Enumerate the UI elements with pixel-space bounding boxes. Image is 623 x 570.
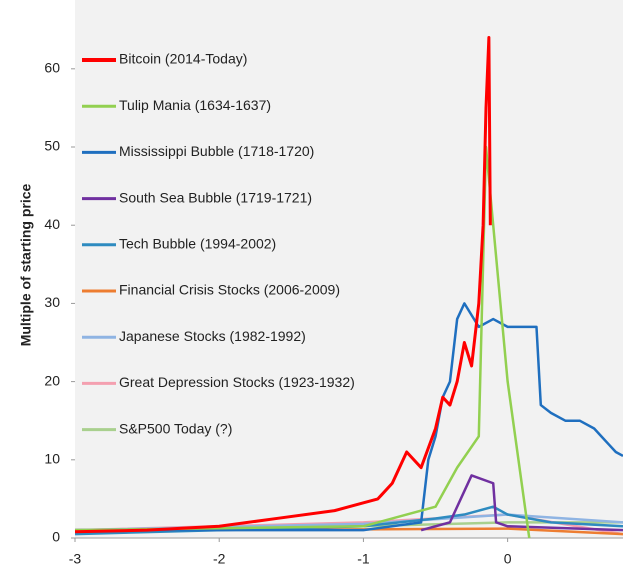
legend-label: Tech Bubble (1994-2002) — [119, 236, 276, 252]
x-tick-label: 0 — [504, 551, 512, 567]
y-tick-label: 60 — [44, 60, 60, 76]
legend-box — [80, 46, 400, 74]
x-tick-label: -2 — [213, 551, 226, 567]
legend-label: Great Depression Stocks (1923-1932) — [119, 374, 355, 390]
series-line — [74, 505, 623, 536]
legend-box — [80, 230, 400, 259]
y-tick-label: 10 — [44, 451, 60, 467]
series-line — [75, 302, 623, 532]
legend-label: Bitcoin (2014-Today) — [119, 51, 247, 67]
legend-box — [80, 184, 400, 213]
legend-label: South Sea Bubble (1719-1721) — [119, 189, 312, 205]
series-line — [74, 145, 531, 539]
y-axis-label: Multiple of starting price — [18, 184, 34, 347]
legend-box — [80, 138, 400, 167]
x-tick-label: -1 — [357, 551, 370, 567]
legend-label: Mississippi Bubble (1718-1720) — [119, 143, 314, 159]
legend-box — [80, 277, 400, 305]
legend-label: Japanese Stocks (1982-1992) — [119, 328, 306, 344]
legend-box — [80, 323, 400, 352]
series-line — [420, 474, 623, 532]
x-tick-label: -3 — [69, 551, 82, 567]
y-tick-label: 40 — [44, 216, 60, 232]
legend-label: Financial Crisis Stocks (2006-2009) — [119, 282, 340, 298]
y-tick-label: 50 — [44, 138, 60, 154]
legend-box — [80, 415, 400, 444]
plot-area — [75, 0, 623, 538]
legend-label: S&P500 Today (?) — [119, 420, 232, 436]
legend-label: Tulip Mania (1634-1637) — [119, 97, 271, 113]
legend-box — [80, 369, 400, 398]
y-tick-label: 0 — [52, 529, 60, 545]
y-tick-label: 30 — [44, 294, 60, 310]
y-tick-label: 20 — [44, 372, 60, 388]
series-line — [74, 36, 492, 534]
legend-box — [80, 92, 400, 121]
